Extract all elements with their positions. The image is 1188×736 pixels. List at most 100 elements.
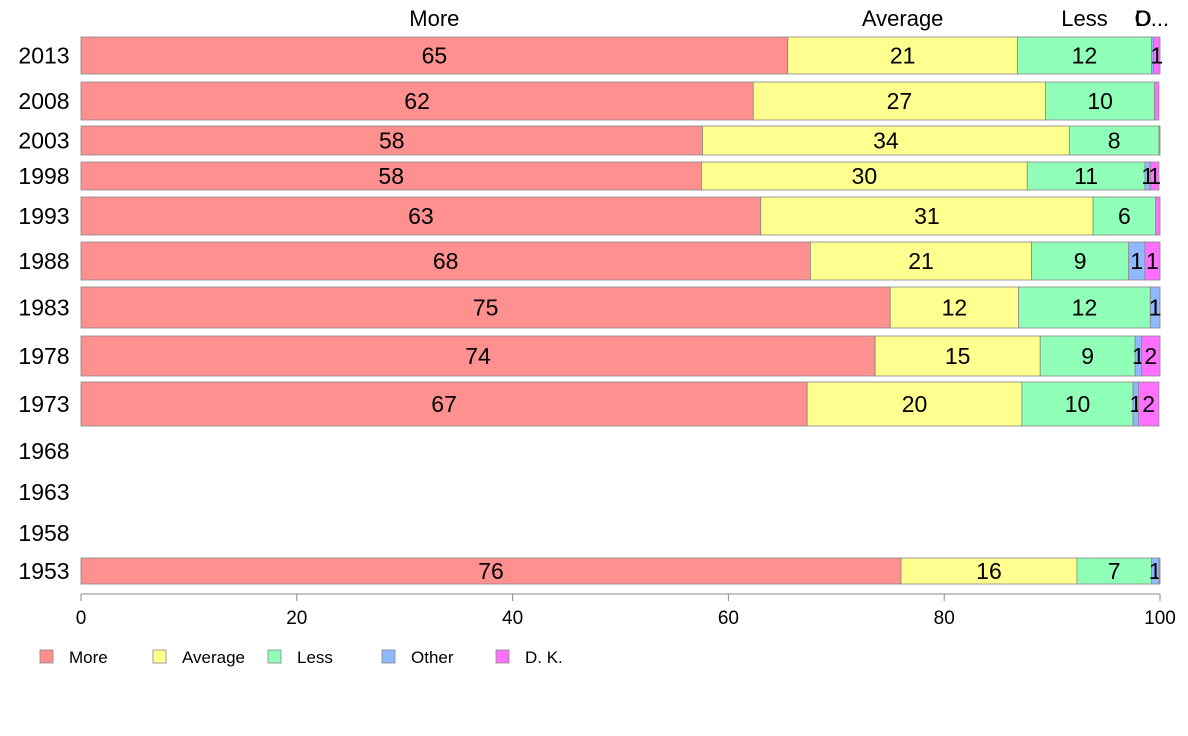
x-axis: 0 20 40 60 80 100 [76, 593, 1176, 629]
bar-1998-d-k- [1149, 161, 1160, 191]
legend-swatch-more [39, 649, 54, 664]
bar-1953-less [1076, 557, 1152, 585]
x-tick-label-0: 0 [76, 608, 87, 629]
bar-1983-average [889, 286, 1020, 329]
bar-1953-average [900, 557, 1078, 585]
year-label-1983: 1983 [18, 295, 69, 321]
bar-1973-d-k- [1138, 381, 1160, 427]
data-label-1983-more: 75 [473, 295, 499, 321]
x-tick-label-80: 80 [934, 608, 955, 629]
data-label-1953-average: 16 [976, 558, 1002, 584]
bar-1983-more [80, 286, 891, 329]
year-label-1998: 1998 [18, 163, 69, 189]
bar-1993-more [80, 196, 762, 236]
bar-1978-d-k- [1141, 335, 1161, 377]
legend-swatch-other [381, 649, 396, 664]
bar-1953-d-k- [1158, 557, 1161, 585]
data-label-1983-other: 1 [1149, 295, 1162, 321]
data-label-1973-average: 20 [902, 391, 928, 417]
x-tick-label-20: 20 [286, 608, 307, 629]
year-label-1968: 1968 [18, 438, 69, 464]
bar-2003-d-k- [1158, 125, 1161, 156]
bar-1988-d-k- [1144, 241, 1161, 281]
legend-label-average: Average [182, 648, 245, 667]
bar-2003-less [1068, 125, 1160, 156]
legend-label-more: More [69, 648, 108, 667]
year-label-1993: 1993 [18, 203, 69, 229]
data-label-2008-less: 10 [1087, 88, 1113, 114]
bar-2008-average [752, 81, 1047, 121]
data-label-1993-less: 6 [1118, 203, 1131, 229]
data-label-1973-d-k-: 2 [1142, 391, 1155, 417]
data-label-1998-less: 11 [1074, 163, 1098, 189]
data-label-2013-d-k-: 1 [1150, 43, 1163, 69]
bar-1953-more [80, 557, 902, 585]
data-label-1953-other: 1 [1149, 558, 1162, 584]
data-label-1993-average: 31 [914, 203, 940, 229]
bar-1993-average [760, 196, 1094, 236]
data-label-1953-less: 7 [1108, 558, 1121, 584]
bar-1978-more [80, 335, 876, 377]
data-label-1988-d-k-: 1 [1146, 248, 1159, 274]
bar-2008-more [80, 81, 754, 121]
bar-2008-less [1045, 81, 1156, 121]
x-tick-label-40: 40 [502, 608, 523, 629]
year-label-1978: 1978 [18, 343, 69, 369]
data-label-1973-less: 10 [1065, 391, 1091, 417]
year-label-2003: 2003 [18, 128, 69, 154]
data-label-1983-average: 12 [942, 295, 968, 321]
legend-label-d-k: D. K. [525, 648, 563, 667]
top-label-more: More [409, 6, 459, 31]
bar-2008-d-k- [1154, 81, 1160, 121]
bar-1988-average [810, 241, 1032, 281]
data-label-1973-more: 67 [431, 391, 457, 417]
year-label-2008: 2008 [18, 88, 69, 114]
year-label-1953: 1953 [18, 558, 69, 584]
data-label-2013-less: 12 [1072, 43, 1098, 69]
bar-1973-average [806, 381, 1023, 427]
bar-1973-less [1021, 381, 1134, 427]
top-label-average: Average [862, 6, 944, 31]
data-label-2013-more: 65 [422, 43, 448, 69]
data-label-1953-more: 76 [478, 558, 504, 584]
data-label-1978-d-k-: 2 [1144, 343, 1157, 369]
bar-1998-average [701, 161, 1028, 191]
top-series-labels: More Average Less OD... [409, 6, 1169, 31]
bar-1988-less [1031, 241, 1130, 281]
data-label-1998-average: 30 [852, 163, 878, 189]
x-tick-label-60: 60 [718, 608, 739, 629]
year-label-1988: 1988 [18, 248, 69, 274]
data-label-2008-average: 27 [887, 88, 913, 114]
data-label-2013-average: 21 [890, 43, 916, 69]
bar-1983-other [1149, 286, 1161, 329]
legend-swatch-d-k [495, 649, 510, 664]
year-label-1963: 1963 [18, 479, 69, 505]
top-label-less: Less [1061, 6, 1107, 31]
legend-swatch-average [152, 649, 167, 664]
data-label-2003-less: 8 [1108, 128, 1121, 154]
legend-swatch-less [267, 649, 282, 664]
year-labels: 2013 2008 2003 1998 1993 1988 1983 1978 1973 1968… [18, 43, 69, 585]
data-label-1988-less: 9 [1074, 248, 1087, 274]
top-label-other: O [1134, 6, 1151, 31]
top-label-d-k-: D... [1135, 6, 1169, 31]
data-label-1988-average: 21 [908, 248, 934, 274]
bar-2013-average [787, 36, 1018, 75]
year-label-1973: 1973 [18, 391, 69, 417]
data-label-1988-other: 1 [1130, 248, 1143, 274]
data-label-1978-average: 15 [945, 343, 971, 369]
bar-2003-more [80, 125, 703, 156]
data-label-1978-more: 74 [465, 343, 491, 369]
year-label-2013: 2013 [18, 43, 69, 69]
bar-1978-less [1039, 335, 1136, 377]
data-label-2003-more: 58 [379, 128, 405, 154]
data-label-1993-more: 63 [408, 203, 434, 229]
year-label-1958: 1958 [18, 520, 69, 546]
data-label-1998-d-k-: 1 [1148, 163, 1161, 189]
legend-label-other: Other [411, 648, 454, 667]
data-label-2003-average: 34 [873, 128, 899, 154]
data-label-2008-more: 62 [404, 88, 430, 114]
data-label-1998-more: 58 [378, 163, 404, 189]
